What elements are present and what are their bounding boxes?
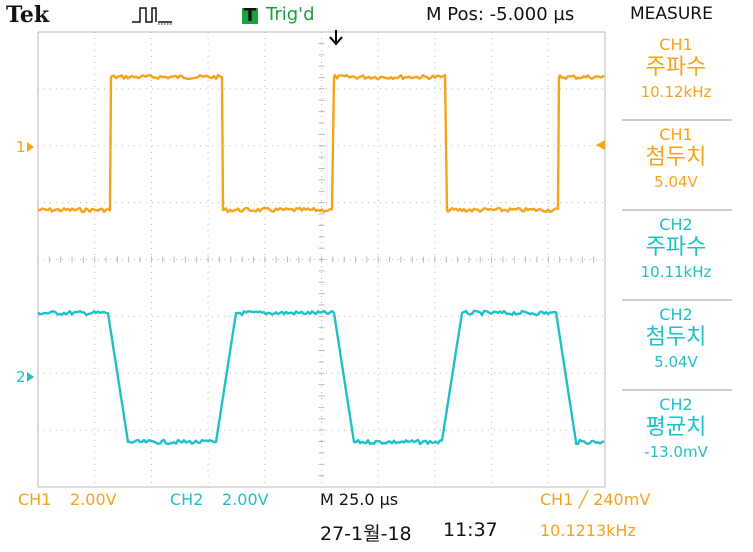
graticule [37,31,732,488]
time: 11:37 [443,519,498,541]
ch2-label: CH2 [170,490,204,509]
measurement-channel: CH2 [659,395,693,414]
measurement-name: 주파수 [645,55,707,80]
ch1-ground-marker: 1 [16,138,26,156]
measurement-name: 평균치 [645,415,707,440]
measurement-4[interactable]: CH2 첨두치 5.04V [624,305,728,372]
measurement-name: 첨두치 [645,145,707,170]
measurement-name: 주파수 [645,235,707,260]
measurement-3[interactable]: CH2 주파수 10.11kHz [624,215,728,282]
ch2-ground-marker: 2 [16,368,26,386]
horizontal-position: M Pos: -5.000 µs [426,4,575,25]
trigger-level-arrow-icon [596,140,605,150]
measurement-channel: CH2 [659,215,693,234]
ch2-waveform [37,309,605,446]
measurement-2[interactable]: CH1 첨두치 5.04V [624,125,728,192]
measurement-value: -13.0mV [644,443,708,461]
ch1-scale: 2.00V [70,490,117,509]
measurement-channel: CH1 [659,125,693,144]
measurement-1[interactable]: CH1 주파수 10.12kHz [624,35,728,102]
ch1-waveform [37,73,605,214]
trigger-badge-icon: T [242,5,258,26]
timebase: M 25.0 µs [320,490,399,509]
trigger-frequency: 10.1213kHz [540,521,636,540]
date: 27-1월-18 [320,523,412,545]
measure-menu-title[interactable]: MEASURE [630,4,713,24]
ch1-marker-arrow-icon [27,142,34,152]
ch1-label: CH1 [18,490,52,509]
ch2-marker-arrow-icon [27,372,34,382]
brand-logo: Tek [6,2,50,28]
measurement-value: 5.04V [654,353,698,371]
acquisition-pulse-icon [130,4,174,31]
measurement-name: 첨두치 [645,325,707,350]
ch2-scale: 2.00V [222,490,269,509]
measurement-value: 5.04V [654,173,698,191]
measurement-value: 10.12kHz [640,83,712,101]
trigger-info: CH1 ╱ 240mV [540,490,651,509]
measurement-channel: CH2 [659,305,693,324]
trigger-status: Trig'd [266,4,315,25]
measurement-value: 10.11kHz [640,263,712,281]
trigger-position-arrow-icon [329,30,343,46]
measurement-channel: CH1 [659,35,693,54]
measurement-5[interactable]: CH2 평균치 -13.0mV [624,395,728,462]
